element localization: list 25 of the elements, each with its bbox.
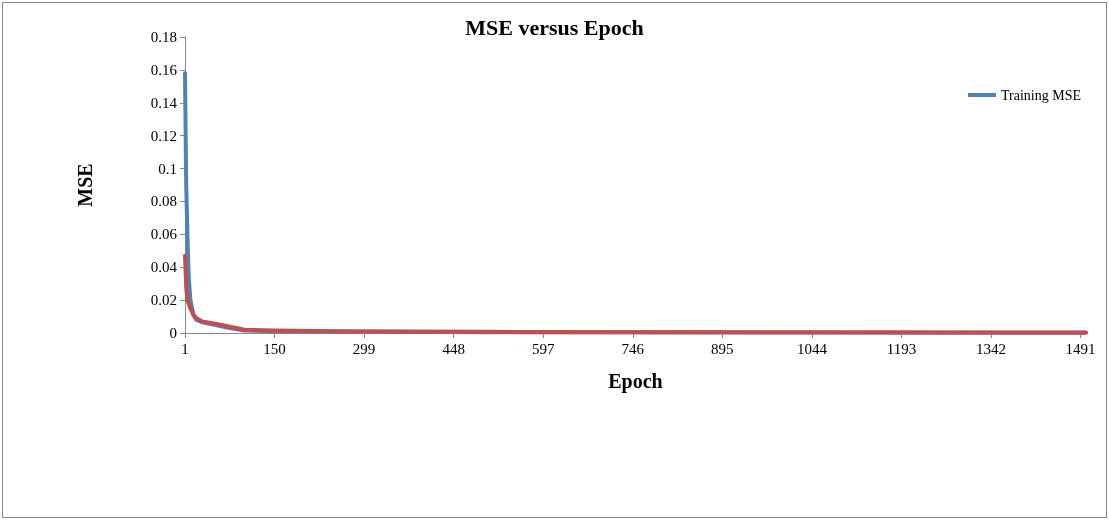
- y-tick-label: 0.16: [150, 61, 178, 78]
- x-tick-label: 1491: [1065, 340, 1096, 357]
- x-tick-label: 1044: [796, 340, 828, 357]
- legend-label: Training MSE: [1001, 87, 1082, 103]
- y-tick-label: 0.06: [150, 226, 178, 243]
- y-tick-label: 0.18: [150, 29, 177, 45]
- x-tick-label: 746: [621, 340, 645, 357]
- x-tick-label: 150: [263, 340, 286, 357]
- x-tick-label: 895: [711, 340, 734, 357]
- x-tick-label: 448: [442, 340, 465, 357]
- y-tick-label: 0.14: [150, 94, 178, 111]
- y-tick-label: 0.04: [150, 259, 178, 276]
- x-tick-label: 1193: [886, 340, 917, 357]
- y-tick-label: 0.12: [150, 127, 177, 144]
- chart-title: MSE versus Epoch: [465, 14, 644, 40]
- x-tick-label: 299: [352, 340, 376, 357]
- y-tick-label: 0: [169, 325, 177, 341]
- y-tick-label: 0.02: [150, 292, 177, 309]
- y-tick-label: 0.1: [158, 160, 177, 177]
- y-axis-title: MSE: [74, 163, 96, 207]
- x-tick-label: 597: [531, 340, 555, 357]
- x-axis-title: Epoch: [608, 370, 663, 393]
- x-tick-label: 1342: [976, 340, 1007, 357]
- y-tick-label: 0.08: [150, 193, 177, 210]
- x-tick-label: 1: [181, 340, 189, 357]
